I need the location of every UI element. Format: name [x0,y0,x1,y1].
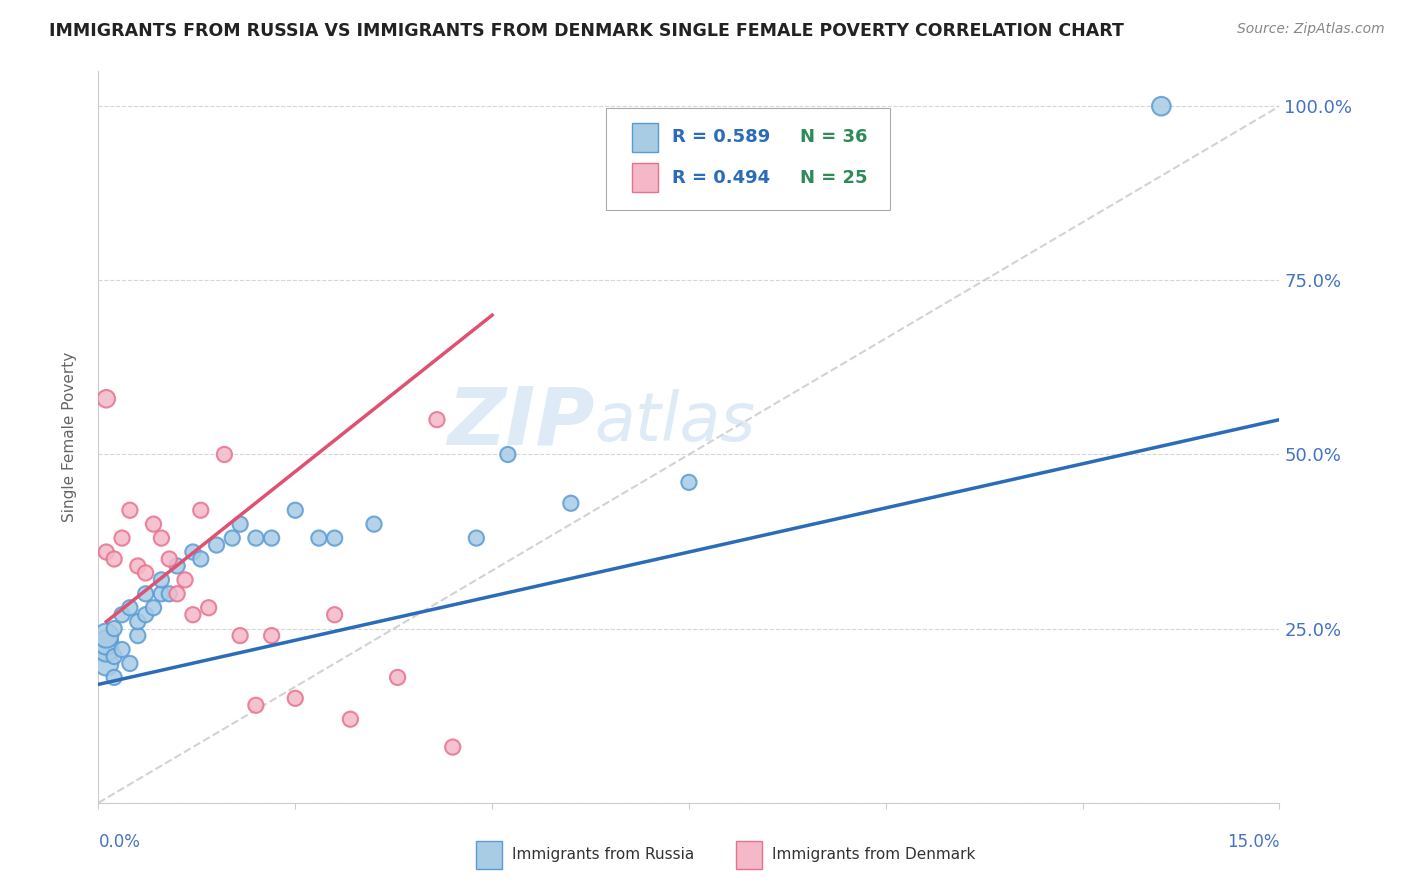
Point [229,629,252,643]
Point [387,670,409,684]
Point [166,587,188,601]
Point [135,607,157,622]
Point [96,635,118,649]
Text: R = 0.494: R = 0.494 [672,169,770,186]
Point [363,517,385,532]
Point [103,552,125,566]
Point [245,698,267,713]
Point [96,642,118,657]
Point [157,587,180,601]
Point [284,691,307,706]
Point [197,600,219,615]
Point [96,392,118,406]
Point [441,740,464,755]
Point [142,517,165,532]
Point [118,600,141,615]
Point [260,531,283,545]
Point [221,531,243,545]
Point [229,517,252,532]
Point [181,545,204,559]
Point [142,600,165,615]
Point [190,552,212,566]
Point [127,558,149,573]
Point [111,607,134,622]
Point [166,558,188,573]
Point [150,531,173,545]
Text: Source: ZipAtlas.com: Source: ZipAtlas.com [1237,22,1385,37]
FancyBboxPatch shape [633,123,658,153]
Point [339,712,361,726]
Text: R = 0.589: R = 0.589 [672,128,770,146]
Point [1150,99,1173,113]
Point [96,657,118,671]
Point [205,538,228,552]
Point [96,629,118,643]
Point [323,607,346,622]
Point [127,629,149,643]
Point [111,642,134,657]
Text: 0.0%: 0.0% [98,833,141,851]
Point [96,545,118,559]
Point [190,503,212,517]
Point [135,587,157,601]
FancyBboxPatch shape [477,841,502,869]
FancyBboxPatch shape [737,841,762,869]
Point [103,622,125,636]
Text: N = 36: N = 36 [800,128,868,146]
Point [135,566,157,580]
Point [150,587,173,601]
Point [260,629,283,643]
Point [426,412,449,426]
Point [308,531,330,545]
Point [465,531,488,545]
Point [284,503,307,517]
Text: Immigrants from Russia: Immigrants from Russia [512,847,695,863]
Point [127,615,149,629]
Point [678,475,700,490]
Point [111,531,134,545]
Point [103,649,125,664]
Text: Immigrants from Denmark: Immigrants from Denmark [772,847,974,863]
Point [560,496,582,510]
Text: 15.0%: 15.0% [1227,833,1279,851]
Point [496,448,519,462]
Point [181,607,204,622]
Point [157,552,180,566]
Point [174,573,197,587]
Point [323,531,346,545]
Text: ZIP: ZIP [447,384,595,461]
FancyBboxPatch shape [606,108,890,211]
Y-axis label: Single Female Poverty: Single Female Poverty [62,352,77,522]
Point [118,503,141,517]
Point [103,670,125,684]
Point [245,531,267,545]
Text: atlas: atlas [595,390,755,456]
Point [150,573,173,587]
FancyBboxPatch shape [633,163,658,193]
Point [214,448,236,462]
Point [118,657,141,671]
Text: N = 25: N = 25 [800,169,868,186]
Text: IMMIGRANTS FROM RUSSIA VS IMMIGRANTS FROM DENMARK SINGLE FEMALE POVERTY CORRELAT: IMMIGRANTS FROM RUSSIA VS IMMIGRANTS FRO… [49,22,1123,40]
